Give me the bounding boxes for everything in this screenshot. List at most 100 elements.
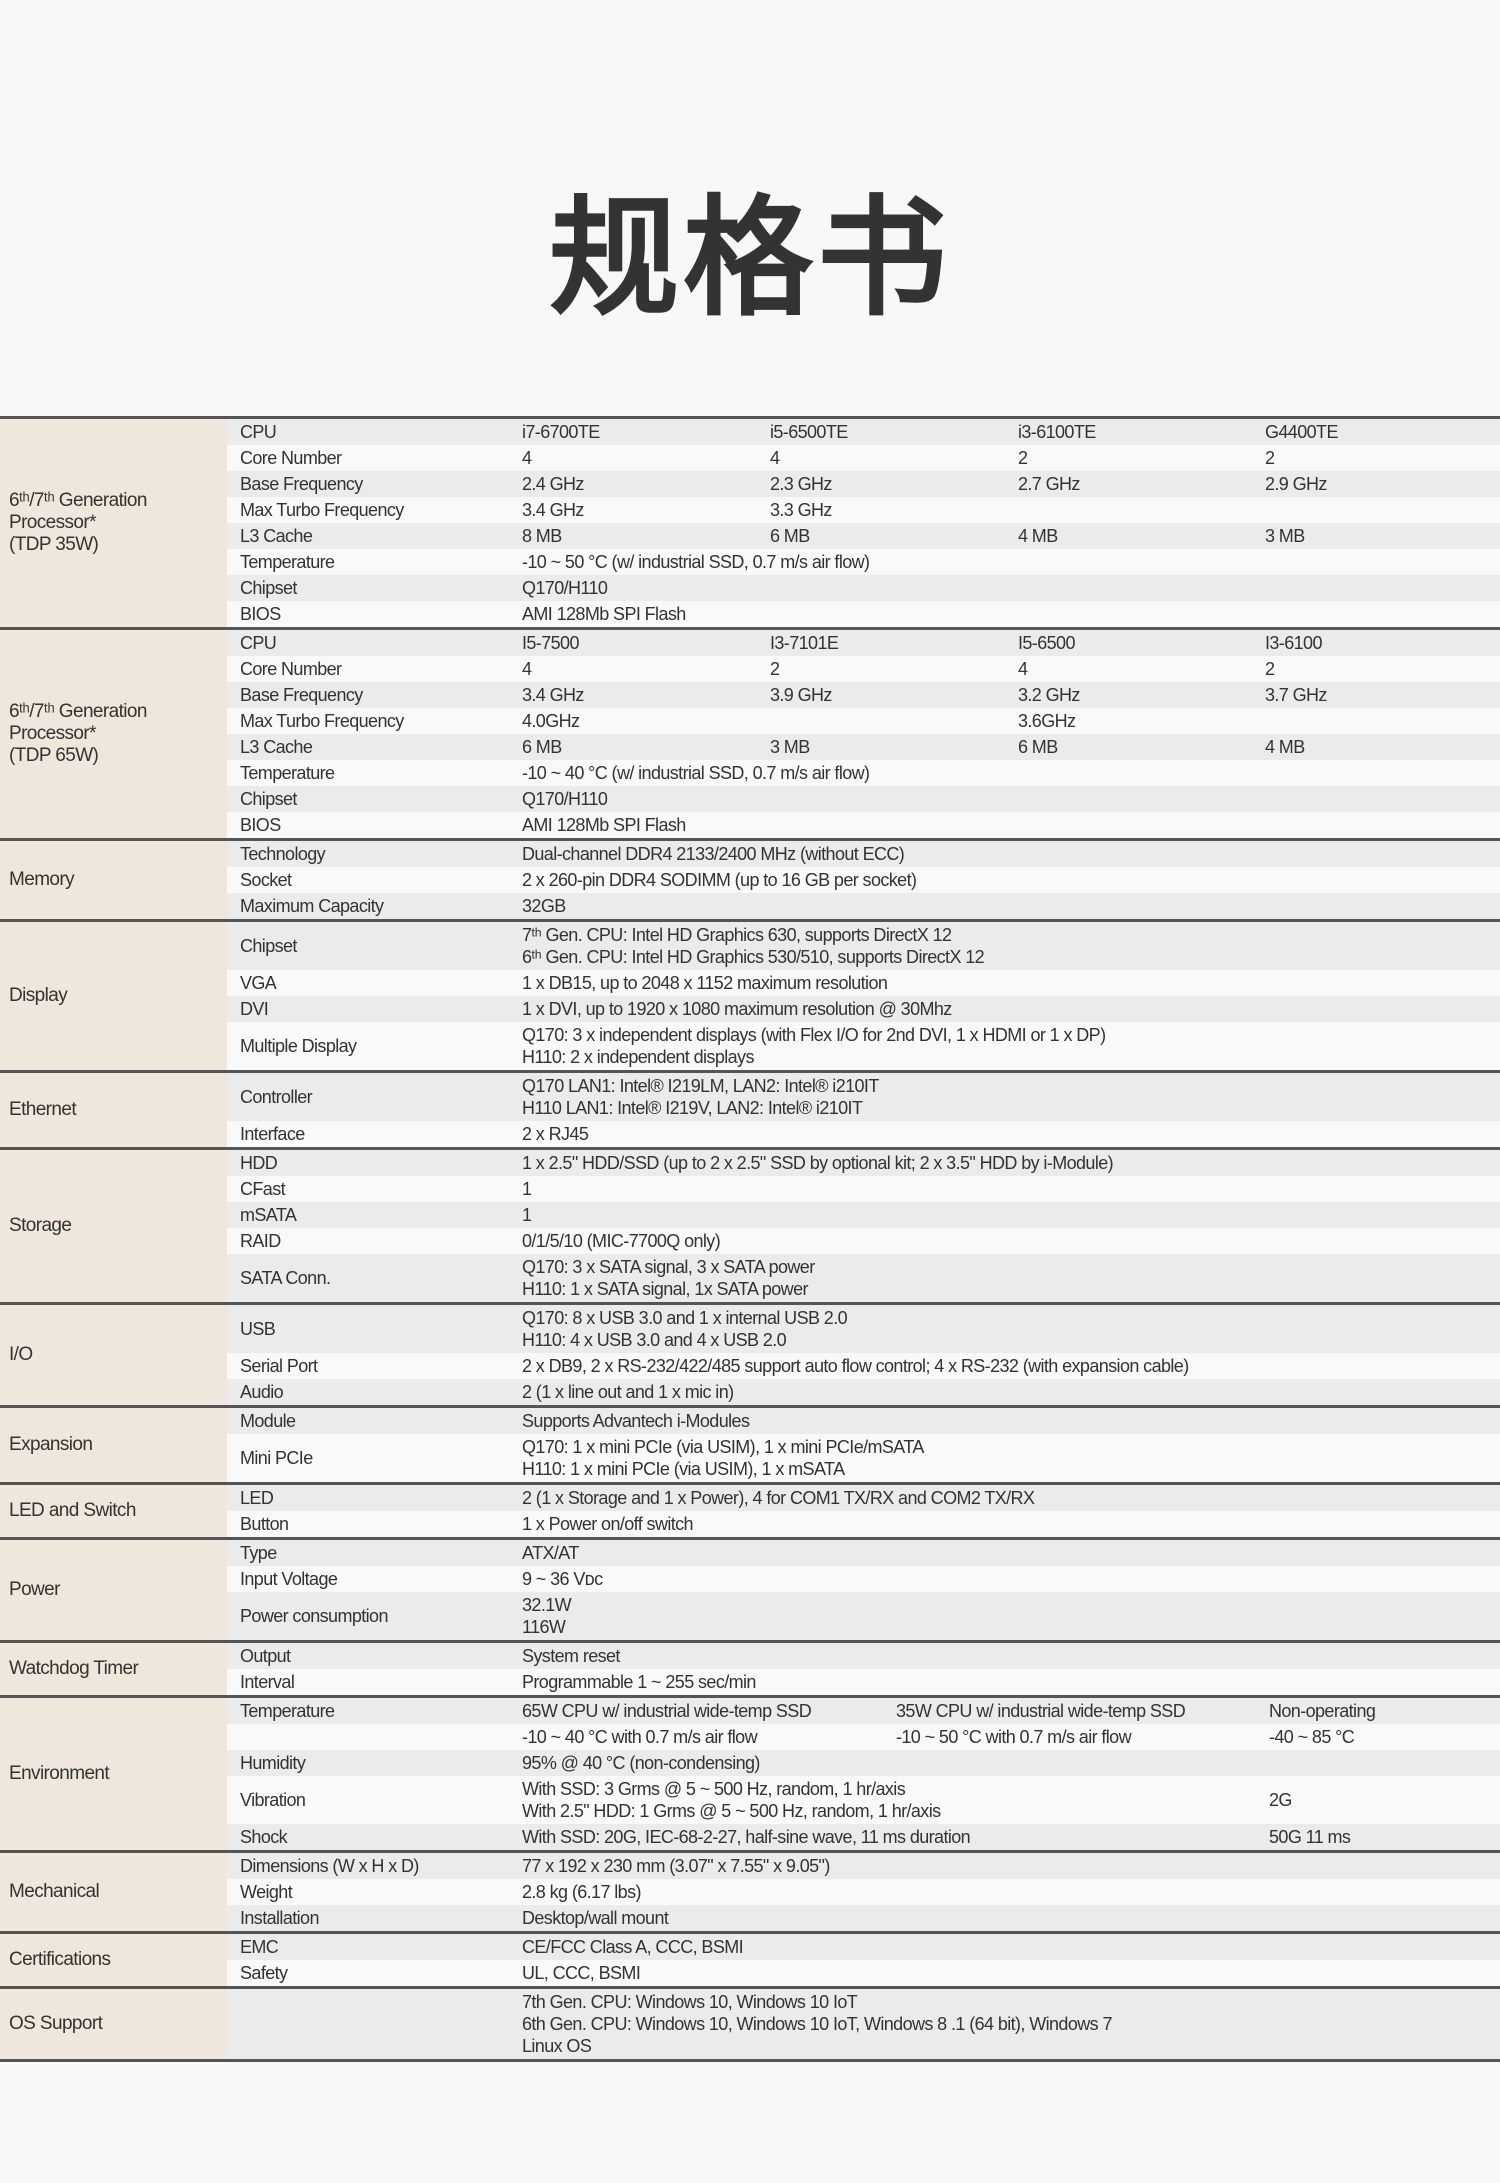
group-rows: EMC CE/FCC Class A, CCC, BSMI Safety UL, CC… <box>227 1934 1500 1986</box>
table-row: Multiple Display Q170: 3 x independent di… <box>227 1022 1500 1070</box>
value-cell: Programmable 1 ~ 255 sec/min <box>522 1672 756 1692</box>
spec-group-memory: Memory Technology Dual-channel DDR4 2133/2… <box>0 841 1500 922</box>
value-cell: 4 MB <box>1018 526 1058 546</box>
param-label: Humidity <box>240 1753 306 1773</box>
table-row: Input Voltage 9 ~ 36 Vᴅᴄ <box>227 1566 1500 1592</box>
group-rows: LED 2 (1 x Storage and 1 x Power), 4 for … <box>227 1485 1500 1537</box>
spec-group-watchdog-timer: Watchdog Timer Output System reset Interval… <box>0 1643 1500 1698</box>
spec-group-ethernet: Ethernet Controller Q170 LAN1: Intel® I219… <box>0 1073 1500 1150</box>
param-label: RAID <box>240 1231 281 1251</box>
value-cell: 4 <box>770 448 780 468</box>
value-cell: Q170 LAN1: Intel® I219LM, LAN2: Intel® i… <box>522 1076 879 1118</box>
value-cell: 4 <box>1018 659 1028 679</box>
table-row: CPU i7-6700TE i5-6500TE i3-6100TE G4400TE <box>227 419 1500 445</box>
table-row: Controller Q170 LAN1: Intel® I219LM, LAN2… <box>227 1073 1500 1121</box>
value-cell: -10 ~ 50 °C with 0.7 m/s air flow <box>896 1727 1132 1747</box>
param-label: BIOS <box>240 815 281 835</box>
value-cell: Q170: 8 x USB 3.0 and 1 x internal USB 2… <box>522 1308 848 1350</box>
table-row: mSATA 1 <box>227 1202 1500 1228</box>
group-rows: Output System reset Interval Programmable 1… <box>227 1643 1500 1695</box>
group-rows: Dimensions (W x H x D) 77 x 192 x 230 mm … <box>227 1853 1500 1931</box>
value-cell: i3-6100TE <box>1018 422 1096 442</box>
value-cell: 32.1W 116W <box>522 1595 572 1637</box>
table-row: Socket 2 x 260-pin DDR4 SODIMM (up to 16 … <box>227 867 1500 893</box>
param-label: Module <box>240 1411 296 1431</box>
table-row: Humidity 95% @ 40 °C (non-condensing) <box>227 1750 1500 1776</box>
param-label: SATA Conn. <box>240 1268 331 1288</box>
param-label: Interface <box>240 1124 305 1144</box>
param-label: USB <box>240 1319 276 1339</box>
value-cell: I3-6100 <box>1265 633 1322 653</box>
value-cell: 3.4 GHz <box>522 685 584 705</box>
group-label: Environment <box>0 1698 227 1850</box>
spec-group-display: Display Chipset 7ᵗʰ Gen. CPU: Intel HD Gra… <box>0 922 1500 1073</box>
param-label: Max Turbo Frequency <box>240 711 404 731</box>
value-cell: G4400TE <box>1265 422 1338 442</box>
table-row: Vibration With SSD: 3 Grms @ 5 ~ 500 Hz, … <box>227 1776 1500 1824</box>
group-rows: Temperature 65W CPU w/ industrial wide-te… <box>227 1698 1500 1850</box>
param-label: CPU <box>240 633 277 653</box>
value-cell: -10 ~ 40 °C (w/ industrial SSD, 0.7 m/s … <box>522 763 870 783</box>
group-rows: Chipset 7ᵗʰ Gen. CPU: Intel HD Graphics 6… <box>227 922 1500 1070</box>
value-cell: i7-6700TE <box>522 422 600 442</box>
group-label: Display <box>0 922 227 1070</box>
param-label: Audio <box>240 1382 284 1402</box>
table-row: -10 ~ 40 °C with 0.7 m/s air flow -10 ~ 5… <box>227 1724 1500 1750</box>
param-label: Serial Port <box>240 1356 318 1376</box>
value-cell: Q170/H110 <box>522 789 608 809</box>
table-row: Mini PCIe Q170: 1 x mini PCIe (via USIM),… <box>227 1434 1500 1482</box>
table-row: Weight 2.8 kg (6.17 lbs) <box>227 1879 1500 1905</box>
spec-group-i-o: I/O USB Q170: 8 x USB 3.0 and 1 x internal… <box>0 1305 1500 1408</box>
table-row: SATA Conn. Q170: 3 x SATA signal, 3 x SAT… <box>227 1254 1500 1302</box>
table-row: Serial Port 2 x DB9, 2 x RS-232/422/485 s… <box>227 1353 1500 1379</box>
group-rows: Controller Q170 LAN1: Intel® I219LM, LAN2… <box>227 1073 1500 1147</box>
table-row: DVI 1 x DVI, up to 1920 x 1080 maximum re… <box>227 996 1500 1022</box>
param-label: Power consumption <box>240 1606 388 1626</box>
value-cell: 2 x 260-pin DDR4 SODIMM (up to 16 GB per… <box>522 870 917 890</box>
param-label: Type <box>240 1543 277 1563</box>
table-row: Maximum Capacity 32GB <box>227 893 1500 919</box>
value-cell: 7ᵗʰ Gen. CPU: Intel HD Graphics 630, sup… <box>522 925 985 967</box>
spec-group-storage: Storage HDD 1 x 2.5" HDD/SSD (up to 2 x 2.… <box>0 1150 1500 1305</box>
param-label: Interval <box>240 1672 295 1692</box>
value-cell: 32GB <box>522 896 566 916</box>
group-rows: HDD 1 x 2.5" HDD/SSD (up to 2 x 2.5" SSD … <box>227 1150 1500 1302</box>
value-cell: 6 MB <box>522 737 562 757</box>
table-row: Safety UL, CCC, BSMI <box>227 1960 1500 1986</box>
table-row: VGA 1 x DB15, up to 2048 x 1152 maximum r… <box>227 970 1500 996</box>
table-row: Interface 2 x RJ45 <box>227 1121 1500 1147</box>
table-row: LED 2 (1 x Storage and 1 x Power), 4 for … <box>227 1485 1500 1511</box>
value-cell: Non-operating <box>1269 1701 1376 1721</box>
param-label: EMC <box>240 1937 279 1957</box>
group-rows: 7th Gen. CPU: Windows 10, Windows 10 IoT… <box>227 1989 1500 2059</box>
table-row: Chipset 7ᵗʰ Gen. CPU: Intel HD Graphics 6… <box>227 922 1500 970</box>
table-row: Temperature -10 ~ 50 °C (w/ industrial SS… <box>227 549 1500 575</box>
table-row: Core Number 4 2 4 2 <box>227 656 1500 682</box>
value-cell: 2.8 kg (6.17 lbs) <box>522 1882 641 1902</box>
table-row: Audio 2 (1 x line out and 1 x mic in) <box>227 1379 1500 1405</box>
spec-group-os-support: OS Support 7th Gen. CPU: Windows 10, Wind… <box>0 1989 1500 2062</box>
spec-group-environment: Environment Temperature 65W CPU w/ industr… <box>0 1698 1500 1853</box>
table-row: USB Q170: 8 x USB 3.0 and 1 x internal US… <box>227 1305 1500 1353</box>
param-label: Maximum Capacity <box>240 896 384 916</box>
table-row: HDD 1 x 2.5" HDD/SSD (up to 2 x 2.5" SSD … <box>227 1150 1500 1176</box>
table-row: Installation Desktop/wall mount <box>227 1905 1500 1931</box>
param-label: Vibration <box>240 1790 306 1810</box>
value-cell: 9 ~ 36 Vᴅᴄ <box>522 1569 603 1589</box>
param-label: Shock <box>240 1827 288 1847</box>
param-label: Core Number <box>240 659 342 679</box>
value-cell: 3.2 GHz <box>1018 685 1080 705</box>
table-row: Max Turbo Frequency 4.0GHz 3.6GHz <box>227 708 1500 734</box>
value-cell: 3 MB <box>1265 526 1305 546</box>
group-label: Expansion <box>0 1408 227 1482</box>
value-cell: 2.9 GHz <box>1265 474 1327 494</box>
param-label: Output <box>240 1646 291 1666</box>
value-cell: 1 <box>522 1179 532 1199</box>
page-title: 规格书 <box>548 182 951 334</box>
value-cell: 2 (1 x Storage and 1 x Power), 4 for COM… <box>522 1488 1035 1508</box>
param-label: Button <box>240 1514 289 1534</box>
value-cell: 4 <box>522 448 532 468</box>
param-label: Mini PCIe <box>240 1448 313 1468</box>
param-label: Controller <box>240 1087 313 1107</box>
group-label: Storage <box>0 1150 227 1302</box>
